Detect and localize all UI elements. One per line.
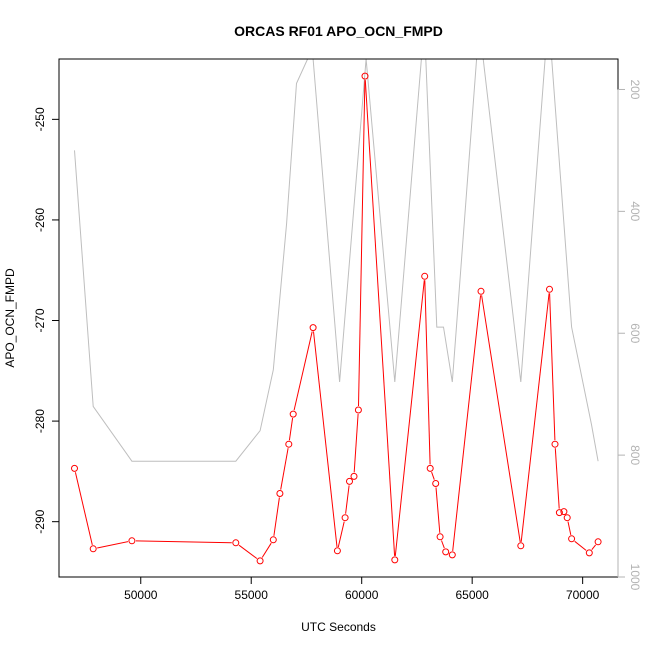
main-series-point <box>560 508 568 516</box>
series-left-layer <box>71 72 602 565</box>
main-series-segment <box>358 80 366 407</box>
main-series-point <box>276 490 284 497</box>
y-axis-title: APO_OCN_FMPD <box>3 268 17 368</box>
main-series-point <box>563 514 571 522</box>
main-series-point <box>442 548 450 556</box>
y2-tick-label: 800 <box>628 445 642 465</box>
main-series-segment <box>313 331 338 547</box>
x-tick-label: 70000 <box>566 588 600 602</box>
main-series-segment <box>97 541 129 549</box>
main-series-segment <box>591 544 596 551</box>
main-series-segment <box>431 471 435 480</box>
y2-tick-label: 1000 <box>628 564 642 591</box>
main-series-segment <box>435 487 441 533</box>
main-series-point <box>128 537 136 545</box>
main-series-point <box>517 542 525 550</box>
main-series-segment <box>280 448 289 490</box>
x-tick-label: 65000 <box>455 588 489 602</box>
main-series-segment <box>364 80 396 556</box>
main-series-segment <box>273 497 280 536</box>
main-series-point <box>585 549 593 557</box>
main-series-point <box>89 545 97 553</box>
main-series-point <box>432 480 440 487</box>
main-series-segment <box>567 521 572 536</box>
main-series-point <box>289 410 297 418</box>
y-tick-label: -260 <box>33 208 47 232</box>
main-series-segment <box>288 417 294 441</box>
main-series-point <box>594 538 602 546</box>
y2-axis: 200 400 600 800 1000 <box>617 79 642 591</box>
main-series-point <box>555 509 563 517</box>
main-series-point <box>361 72 369 80</box>
main-series-segment <box>481 295 521 542</box>
main-series-point <box>346 477 353 485</box>
main-series-segment <box>452 295 482 551</box>
main-series-point <box>477 287 485 295</box>
secondary-series-line <box>74 59 599 462</box>
y-tick-label: -270 <box>33 308 47 332</box>
main-series-segment <box>574 540 587 551</box>
y-tick-label: -250 <box>33 107 47 131</box>
main-series-segment <box>549 293 556 441</box>
y2-tick-label: 400 <box>628 201 642 221</box>
main-series-segment <box>261 542 272 558</box>
main-series-segment <box>238 544 258 559</box>
y2-tick-label: 200 <box>628 79 642 99</box>
x-tick-label: 55000 <box>235 588 269 602</box>
main-series-point <box>551 440 559 448</box>
main-series-segment <box>74 472 93 546</box>
main-series-segment <box>424 280 431 465</box>
main-series-point <box>285 440 293 448</box>
series-right-layer <box>74 59 599 462</box>
x-tick-label: 50000 <box>124 588 158 602</box>
main-series-point <box>568 535 576 543</box>
main-series-point <box>448 551 456 559</box>
main-series-segment <box>337 521 345 548</box>
y-tick-label: -290 <box>33 509 47 533</box>
main-series-segment <box>345 485 350 514</box>
main-series-segment <box>554 448 560 509</box>
main-series-point <box>341 514 349 522</box>
y-tick-label: -280 <box>33 409 47 433</box>
main-series-point <box>421 272 429 280</box>
x-tick-label: 60000 <box>345 588 379 602</box>
chart-title: ORCAS RF01 APO_OCN_FMPD <box>234 23 443 39</box>
main-series-point <box>71 464 78 472</box>
main-series-point <box>436 533 444 541</box>
main-series-segment <box>441 540 445 549</box>
main-series-segment <box>520 293 550 542</box>
main-series-segment <box>135 540 232 544</box>
main-series-point <box>256 557 264 565</box>
main-series-point <box>391 556 399 564</box>
main-series-point <box>350 472 358 480</box>
main-series-segment <box>353 413 359 473</box>
main-series-segment <box>394 280 425 556</box>
x-axis: 50000 55000 60000 65000 70000 <box>124 576 600 602</box>
y2-tick-label: 600 <box>628 323 642 343</box>
main-series-segment <box>293 331 313 411</box>
main-series-point <box>426 464 434 472</box>
y-axis: -290 -280 -270 -260 -250 <box>33 107 60 534</box>
main-series-point <box>333 547 341 555</box>
x-axis-title: UTC Seconds <box>301 620 376 634</box>
main-series-point <box>232 539 240 547</box>
main-series-point <box>354 406 362 414</box>
main-series-point <box>309 324 317 332</box>
main-series-point <box>546 285 553 293</box>
main-series-point <box>269 536 277 544</box>
